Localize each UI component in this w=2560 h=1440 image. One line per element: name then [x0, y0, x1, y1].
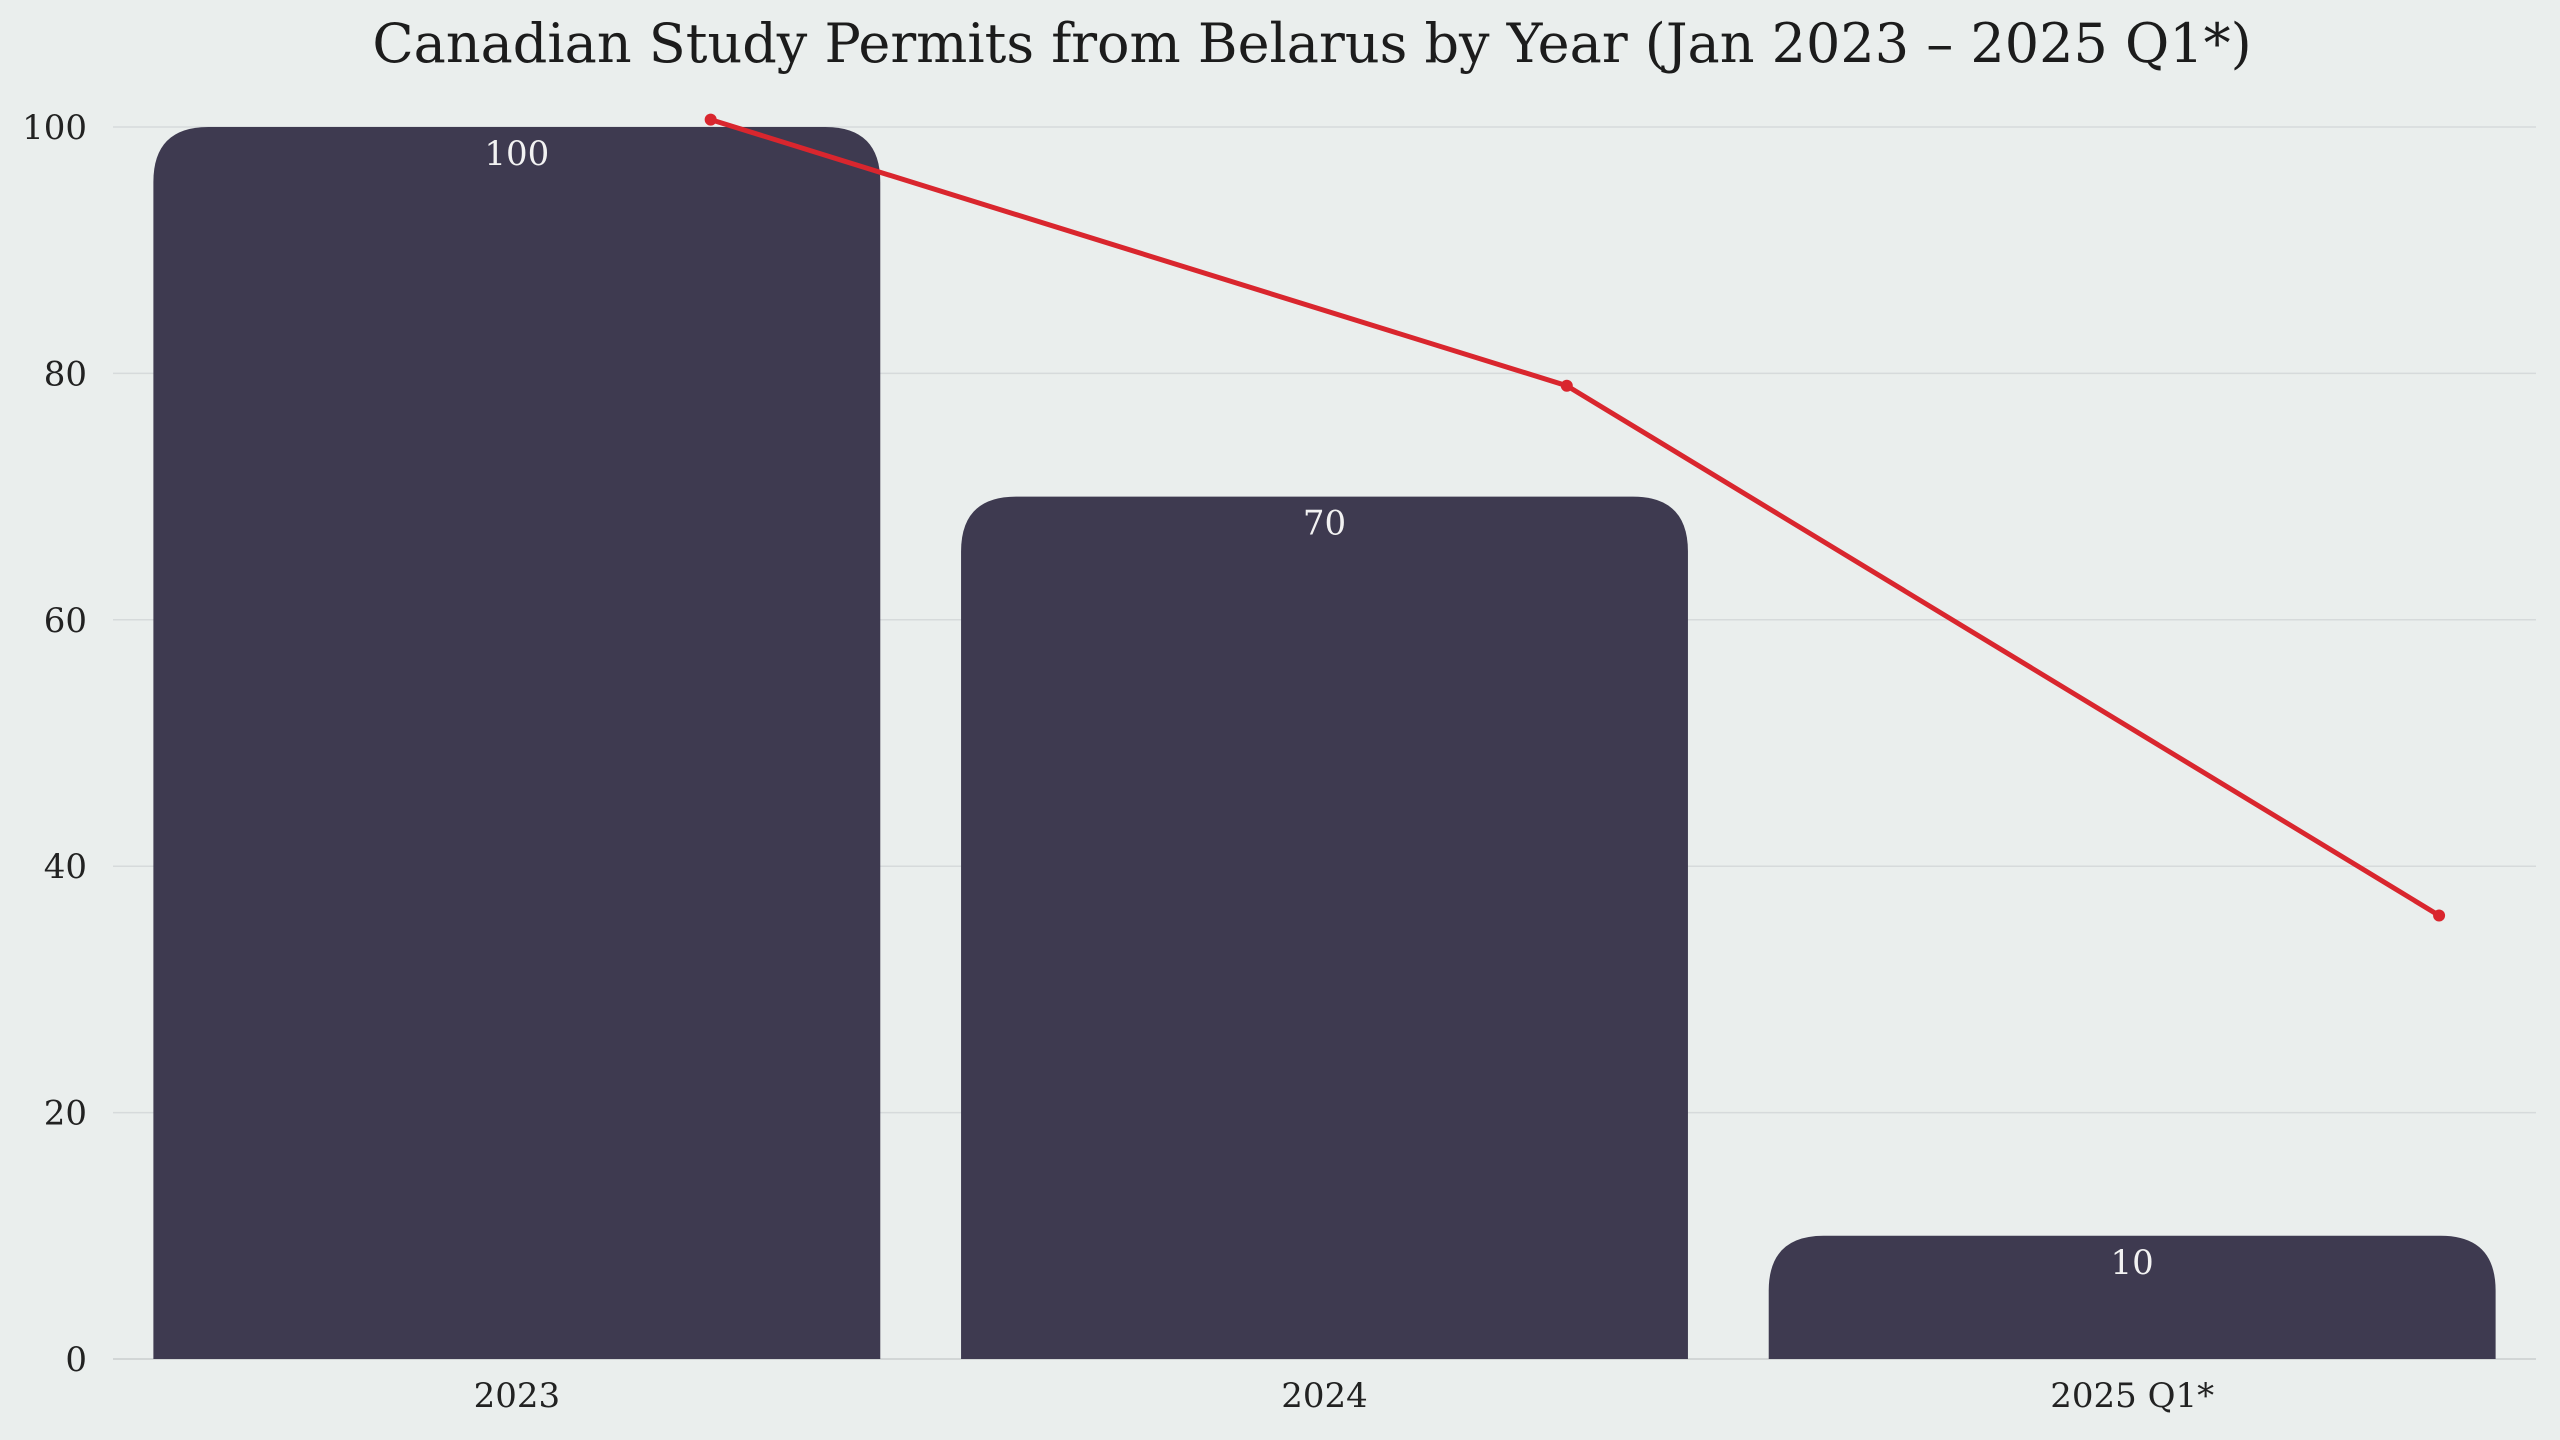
x-tick-label: 2024	[1281, 1376, 1368, 1416]
chart-title: Canadian Study Permits from Belarus by Y…	[372, 12, 2251, 75]
y-axis-ticks: 0 20 40 60 80 100	[22, 108, 87, 1380]
x-axis-ticks: 2023 2024 2025 Q1*	[474, 1376, 2215, 1416]
x-tick-label: 2025 Q1*	[2050, 1376, 2214, 1416]
y-tick-label: 60	[44, 601, 87, 641]
bar-data-label: 70	[1303, 504, 1346, 544]
bars	[153, 127, 2496, 1360]
bar-2024	[961, 496, 1688, 1360]
bar-data-labels: 100 70 10	[484, 134, 2153, 1283]
bar-2023	[153, 127, 881, 1359]
y-tick-label: 40	[44, 847, 87, 887]
y-tick-label: 20	[44, 1094, 87, 1134]
trend-line-layer	[704, 113, 2446, 922]
bar-2025-q1-	[1768, 1235, 2496, 1359]
trend-line-point	[1560, 379, 1573, 392]
y-tick-label: 100	[22, 108, 87, 148]
bar-data-label: 10	[2111, 1243, 2154, 1283]
bar-data-label: 100	[484, 134, 549, 174]
y-tick-label: 80	[44, 354, 87, 394]
y-tick-label: 0	[65, 1340, 87, 1380]
trend-line-point	[704, 113, 717, 126]
x-tick-label: 2023	[474, 1376, 561, 1416]
trend-line-point	[2433, 909, 2446, 922]
